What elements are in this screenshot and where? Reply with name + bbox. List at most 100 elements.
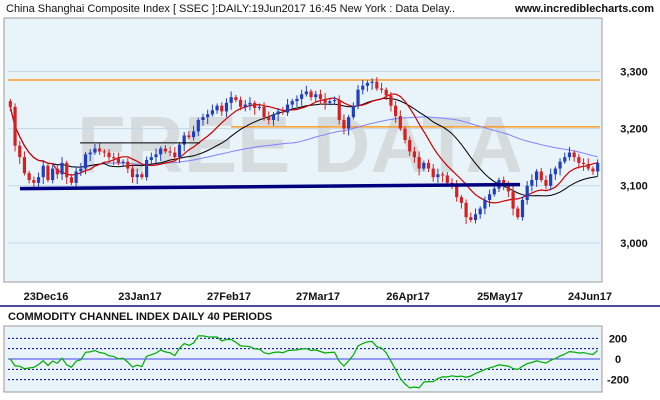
candle-body [511, 191, 515, 209]
candle-body [191, 131, 196, 138]
candle-body [408, 140, 412, 152]
candle-body [351, 105, 355, 118]
panel-divider [0, 305, 660, 307]
date-x-tick-label: 27Feb17 [207, 291, 251, 303]
candle-body [459, 197, 463, 203]
candle-body [422, 162, 426, 169]
cci-y-tick-label: 0 [615, 354, 621, 366]
candle-body [285, 104, 290, 113]
resistance-lines [8, 79, 600, 128]
candle-body [126, 161, 130, 169]
candle-body [243, 104, 247, 107]
candle-body [318, 94, 323, 99]
candle-body [234, 97, 238, 100]
candle-body [210, 110, 214, 115]
candle-body [403, 128, 407, 140]
price-candles [8, 77, 600, 224]
candle-body [365, 82, 370, 86]
candle-body [398, 116, 402, 129]
candle-body [145, 160, 149, 178]
candle-body [154, 154, 158, 158]
candle-body [431, 168, 435, 178]
candle-body [379, 88, 384, 90]
candle-body [558, 161, 562, 169]
price-y-tick-label: 3,100 [620, 181, 648, 193]
candle-body [13, 106, 17, 146]
date-x-tick-label: 24Jun17 [568, 291, 612, 303]
candle-body [65, 162, 69, 178]
candle-body [79, 168, 83, 172]
candle-body [215, 105, 219, 111]
candle-body [201, 117, 205, 120]
candle-body [224, 102, 229, 112]
candle-body [581, 162, 586, 164]
candle-body [196, 120, 200, 132]
ma-long-line [9, 106, 598, 168]
candle-body [262, 106, 266, 118]
candle-body [173, 152, 177, 158]
candle-body [98, 148, 102, 152]
candle-body [516, 208, 520, 218]
candle-body [563, 157, 567, 162]
free-data-watermark: FREE DATA [77, 100, 523, 189]
date-x-axis: 23Dec16 23Jan17 27Feb17 27Mar17 26Apr17 25May… [24, 291, 612, 303]
candle-body [88, 152, 92, 155]
site-link[interactable]: www.incrediblecharts.com [514, 3, 654, 15]
candle-body [417, 157, 421, 169]
candle-body [177, 144, 182, 158]
candle-body [314, 94, 318, 98]
candle-body [22, 157, 27, 174]
date-x-tick-label: 23Dec16 [24, 291, 69, 303]
candle-body [163, 148, 167, 152]
candle-body [116, 158, 121, 163]
candle-body [238, 100, 243, 107]
candle-body [281, 111, 285, 113]
candle-body [506, 185, 510, 192]
cci-y-tick-label: -200 [607, 375, 629, 387]
candle-body [441, 174, 445, 176]
candle-body [206, 114, 210, 118]
cci-line [9, 335, 599, 389]
candle-body [32, 180, 36, 183]
candle-body [539, 171, 543, 180]
candle-body [530, 180, 534, 186]
candle-body [596, 162, 600, 172]
cci-title: COMMODITY CHANNEL INDEX DAILY 40 PERIODS [8, 311, 272, 323]
candle-body [83, 154, 88, 169]
candle-body [464, 202, 468, 218]
price-y-tick-label: 3,300 [620, 66, 648, 78]
candle-body [572, 152, 576, 158]
candle-body [370, 81, 374, 83]
candle-body [436, 174, 440, 178]
candle-body [591, 168, 595, 172]
candle-body [304, 91, 308, 95]
candle-body [483, 200, 487, 209]
candle-body [487, 194, 492, 200]
candle-body [74, 171, 78, 183]
candle-body [51, 168, 55, 180]
candle-body [394, 105, 398, 116]
candle-body [182, 135, 186, 145]
cci-series-line [9, 335, 599, 389]
candle-body [502, 180, 506, 186]
candle-body [361, 85, 365, 90]
date-x-tick-label: 27Mar17 [296, 291, 340, 303]
candle-body [102, 151, 106, 153]
candle-body [478, 208, 482, 215]
candle-body [290, 101, 294, 105]
candle-body [473, 214, 478, 220]
candle-body [347, 117, 351, 129]
candle-body [328, 101, 332, 103]
candle-body [276, 111, 280, 115]
candle-body [323, 98, 327, 103]
candle-body [356, 89, 360, 106]
candle-body [130, 168, 135, 178]
price-y-axis: 3,000 3,100 3,200 3,300 [620, 66, 648, 249]
candle-body [248, 102, 252, 105]
candle-body [18, 145, 22, 158]
candle-body [55, 168, 59, 175]
cci-y-tick-label: 200 [609, 333, 627, 345]
candle-body [549, 174, 553, 186]
candle-body [567, 152, 572, 158]
